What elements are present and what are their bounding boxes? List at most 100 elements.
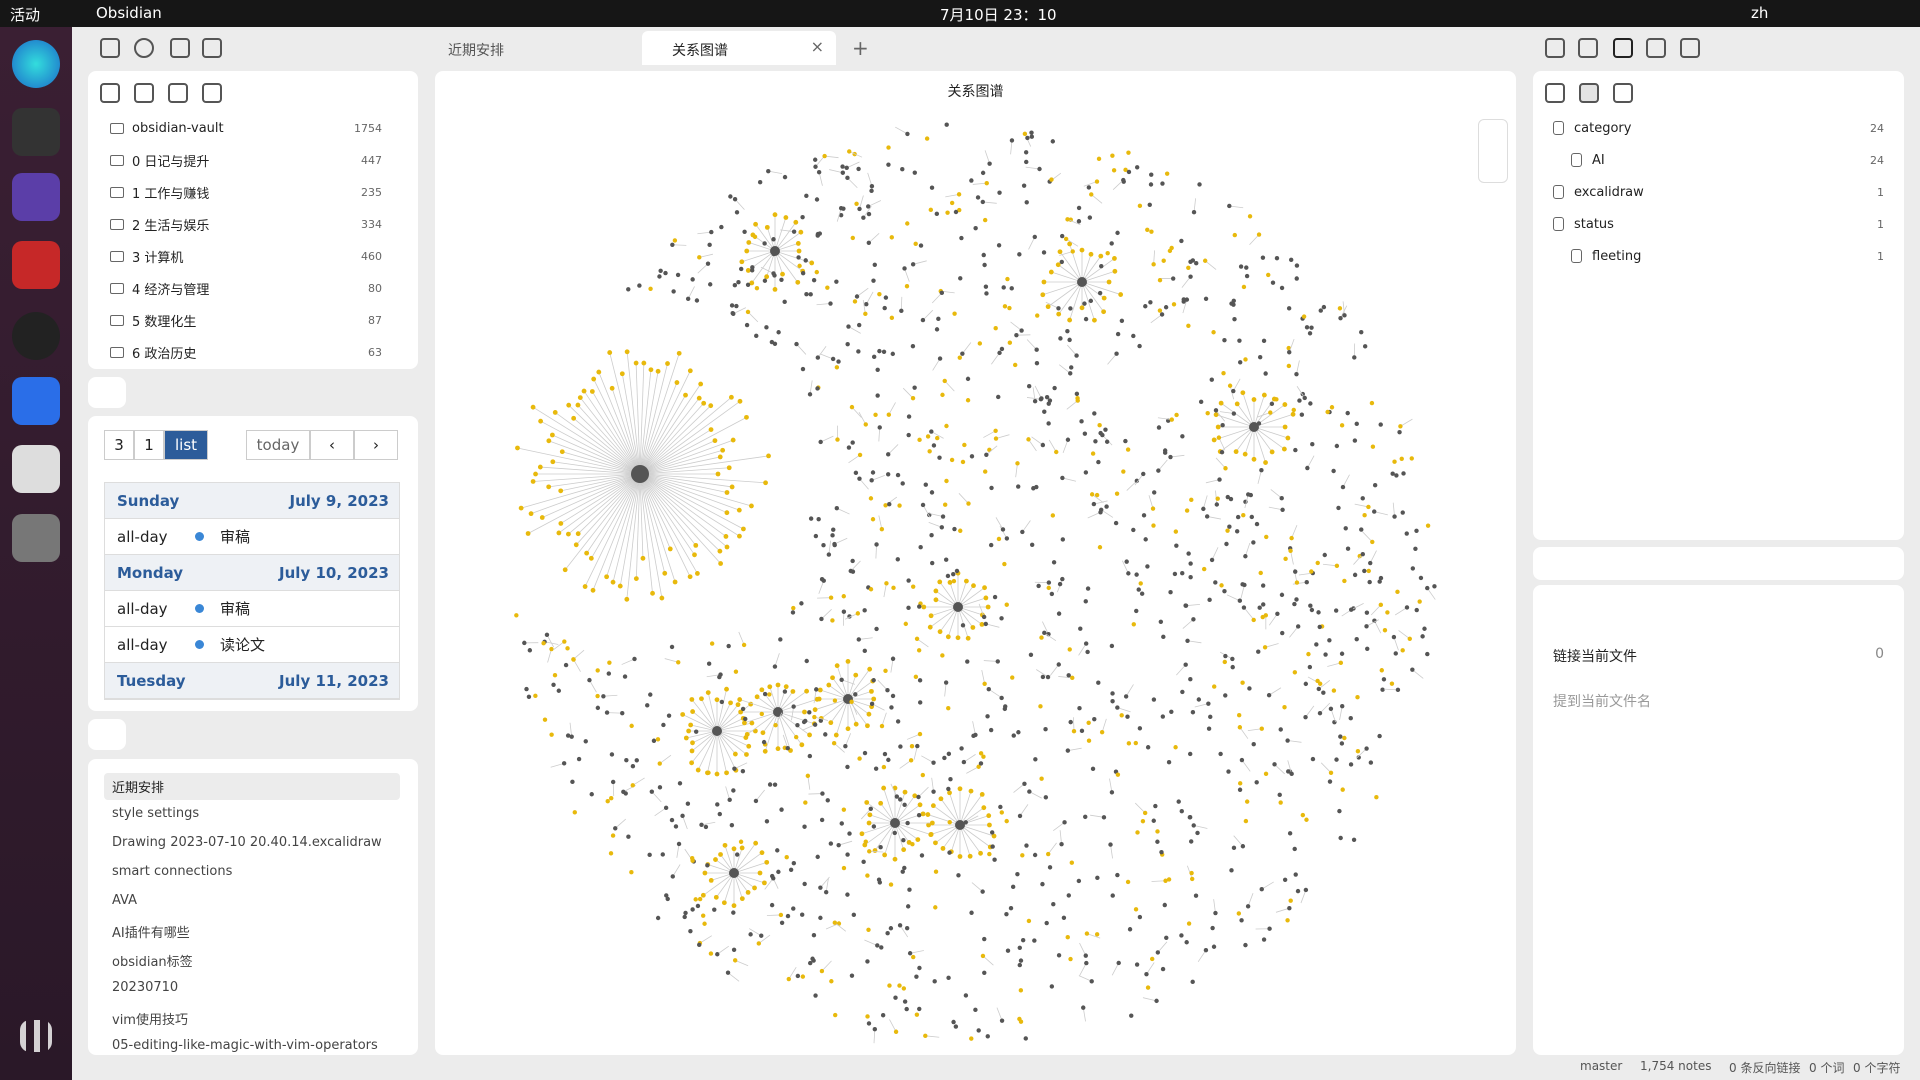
graph-node[interactable]: [771, 251, 777, 257]
graph-node[interactable]: [1083, 953, 1088, 958]
graph-node[interactable]: [1260, 614, 1265, 620]
graph-node[interactable]: [885, 931, 890, 936]
graph-node[interactable]: [1219, 450, 1225, 455]
graph-node[interactable]: [732, 751, 738, 757]
graph-node[interactable]: [565, 531, 571, 537]
graph-node[interactable]: [906, 414, 912, 419]
graph-node[interactable]: [1186, 323, 1191, 329]
graph-node[interactable]: [839, 821, 844, 826]
graph-node[interactable]: [790, 689, 796, 694]
graph-node[interactable]: [905, 820, 910, 826]
graph-node[interactable]: [1106, 279, 1112, 285]
graph-node[interactable]: [1161, 258, 1166, 263]
graph-node[interactable]: [559, 449, 565, 455]
graph-node[interactable]: [591, 376, 597, 382]
graph-node[interactable]: [895, 472, 901, 478]
graph-node[interactable]: [1304, 325, 1310, 330]
graph-node[interactable]: [740, 526, 746, 532]
graph-node[interactable]: [1188, 259, 1193, 264]
graph-node[interactable]: [904, 284, 910, 289]
graph-node[interactable]: [1256, 649, 1261, 654]
graph-node[interactable]: [745, 309, 751, 315]
graph-node[interactable]: [606, 671, 612, 676]
graph-node[interactable]: [1259, 468, 1264, 473]
graph-node[interactable]: [873, 766, 879, 771]
graph-node[interactable]: [709, 229, 714, 235]
graph-node[interactable]: [818, 885, 823, 890]
graph-node[interactable]: [831, 527, 836, 532]
graph-node[interactable]: [845, 764, 850, 770]
graph-node[interactable]: [1336, 505, 1341, 511]
graph-node[interactable]: [796, 255, 801, 260]
graph-node[interactable]: [890, 818, 900, 828]
graph-node[interactable]: [1129, 1013, 1134, 1018]
graph-node[interactable]: [879, 526, 885, 532]
graph-node[interactable]: [1092, 716, 1097, 722]
graph-node[interactable]: [1231, 845, 1237, 851]
graph-node[interactable]: [1067, 317, 1073, 323]
graph-node[interactable]: [917, 965, 922, 971]
graph-node[interactable]: [985, 1034, 990, 1039]
graph-node[interactable]: [693, 729, 699, 734]
graph-node[interactable]: [1110, 893, 1115, 898]
graph-node[interactable]: [724, 490, 730, 495]
graph-node[interactable]: [565, 733, 571, 738]
graph-node[interactable]: [904, 1006, 909, 1012]
graph-node[interactable]: [969, 910, 974, 915]
graph-node[interactable]: [1045, 304, 1051, 310]
graph-node[interactable]: [795, 241, 801, 246]
graph-node[interactable]: [1137, 726, 1143, 731]
graph-node[interactable]: [1049, 177, 1054, 182]
graph-node[interactable]: [1112, 268, 1118, 274]
graph-node[interactable]: [1166, 760, 1172, 765]
graph-node[interactable]: [1167, 248, 1173, 254]
graph-node[interactable]: [713, 894, 719, 900]
graph-node[interactable]: [682, 914, 687, 920]
graph-node[interactable]: [1039, 635, 1044, 640]
graph-node[interactable]: [1135, 830, 1140, 835]
graph-node[interactable]: [907, 887, 912, 892]
graph-node[interactable]: [779, 277, 784, 282]
collapse-button[interactable]: [1613, 83, 1633, 103]
graph-node[interactable]: [840, 170, 846, 175]
graph-node[interactable]: [525, 531, 531, 536]
graph-node[interactable]: [848, 568, 853, 574]
graph-node[interactable]: [1057, 249, 1063, 255]
graph-node[interactable]: [1274, 255, 1280, 261]
graph-node[interactable]: [1015, 871, 1020, 877]
graph-node[interactable]: [897, 923, 903, 928]
graph-node[interactable]: [1017, 962, 1022, 968]
graph-node[interactable]: [686, 728, 692, 734]
graph-node[interactable]: [889, 235, 894, 240]
graph-node[interactable]: [815, 386, 820, 391]
graph-node[interactable]: [977, 341, 983, 346]
graph-node[interactable]: [767, 782, 773, 787]
graph-node[interactable]: [1282, 705, 1287, 710]
graph-node[interactable]: [895, 719, 901, 724]
graph-node[interactable]: [1180, 571, 1185, 576]
graph-node[interactable]: [588, 555, 594, 561]
graph-node[interactable]: [1267, 926, 1272, 931]
graph-node[interactable]: [582, 584, 588, 589]
graph-node[interactable]: [1317, 624, 1322, 630]
graph-node[interactable]: [856, 637, 861, 642]
graph-node[interactable]: [869, 688, 874, 694]
graph-node[interactable]: [1194, 261, 1199, 266]
graph-node[interactable]: [1287, 831, 1293, 836]
graph-node[interactable]: [522, 640, 527, 646]
graph-node[interactable]: [1026, 918, 1032, 924]
graph-node[interactable]: [949, 457, 955, 463]
graph-node[interactable]: [610, 579, 616, 585]
table-tab[interactable]: [1646, 38, 1666, 58]
graph-node[interactable]: [945, 573, 951, 579]
graph-node[interactable]: [857, 756, 862, 761]
graph-node[interactable]: [898, 744, 903, 749]
graph-node[interactable]: [1227, 383, 1233, 388]
graph-node[interactable]: [1029, 130, 1034, 135]
graph-node[interactable]: [1268, 410, 1273, 415]
graph-node[interactable]: [744, 248, 750, 254]
graph-node[interactable]: [961, 759, 967, 765]
graph-node[interactable]: [1189, 876, 1195, 882]
graph-node[interactable]: [920, 811, 926, 817]
graph-node[interactable]: [833, 732, 839, 738]
